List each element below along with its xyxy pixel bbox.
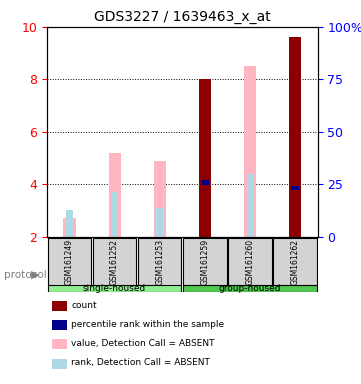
Text: GSM161249: GSM161249: [65, 238, 74, 285]
Bar: [156, 208, 163, 237]
Text: GSM161252: GSM161252: [110, 239, 119, 285]
Bar: [291, 186, 299, 190]
Bar: [201, 180, 209, 185]
Text: ▶: ▶: [31, 270, 39, 280]
FancyBboxPatch shape: [183, 238, 227, 286]
FancyBboxPatch shape: [274, 238, 317, 286]
Bar: [247, 174, 253, 237]
Bar: [154, 161, 166, 237]
Text: percentile rank within the sample: percentile rank within the sample: [71, 320, 225, 329]
Text: protocol: protocol: [4, 270, 46, 280]
Title: GDS3227 / 1639463_x_at: GDS3227 / 1639463_x_at: [94, 10, 271, 25]
Text: rank, Detection Call = ABSENT: rank, Detection Call = ABSENT: [71, 358, 210, 367]
Bar: [52, 320, 67, 330]
FancyBboxPatch shape: [229, 238, 272, 286]
FancyBboxPatch shape: [183, 285, 317, 293]
Bar: [52, 301, 67, 311]
Text: GSM161253: GSM161253: [155, 238, 164, 285]
Text: single-housed: single-housed: [83, 284, 146, 293]
Bar: [244, 66, 256, 237]
Text: GSM161259: GSM161259: [200, 238, 209, 285]
Text: group-housed: group-housed: [219, 284, 281, 293]
Text: count: count: [71, 301, 97, 310]
Bar: [112, 192, 118, 237]
FancyBboxPatch shape: [48, 238, 91, 286]
Text: value, Detection Call = ABSENT: value, Detection Call = ABSENT: [71, 339, 215, 348]
FancyBboxPatch shape: [48, 285, 182, 293]
Bar: [52, 339, 67, 349]
Bar: [199, 79, 211, 237]
FancyBboxPatch shape: [138, 238, 182, 286]
FancyBboxPatch shape: [93, 238, 136, 286]
Bar: [64, 218, 75, 237]
Bar: [66, 210, 73, 237]
Text: GSM161262: GSM161262: [291, 239, 300, 285]
Text: GSM161260: GSM161260: [245, 238, 255, 285]
Bar: [109, 153, 121, 237]
Bar: [52, 359, 67, 369]
Bar: [289, 37, 301, 237]
